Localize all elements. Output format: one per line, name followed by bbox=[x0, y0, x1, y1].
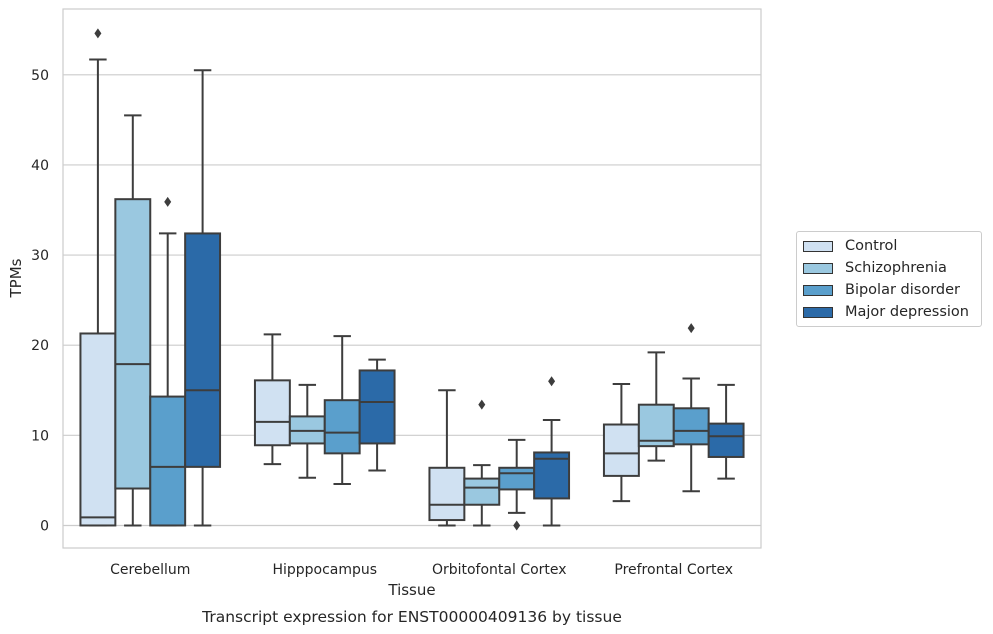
box-bipolar-disorder-orbitofontal-cortex bbox=[498, 438, 536, 531]
box-bipolar-disorder-hipppocampus bbox=[323, 335, 361, 486]
box-control-orbitofontal-cortex bbox=[428, 389, 466, 527]
outlier-control-cerebellum-0 bbox=[94, 28, 102, 39]
x-tick-label-prefrontal-cortex: Prefrontal Cortex bbox=[614, 562, 733, 578]
box-bipolar-disorder-cerebellum bbox=[149, 196, 187, 527]
legend-swatch-major-depression bbox=[803, 306, 833, 318]
box-schizophrenia-hipppocampus bbox=[288, 383, 326, 479]
box-body-schizophrenia-prefrontal-cortex bbox=[637, 403, 675, 448]
box-control-prefrontal-cortex bbox=[602, 382, 640, 503]
y-tick-label-50: 50 bbox=[31, 68, 49, 84]
box-major-depression-hipppocampus bbox=[358, 358, 396, 472]
legend-label-control: Control bbox=[845, 238, 898, 254]
outlier-schizophrenia-orbitofontal-cortex-0 bbox=[478, 399, 486, 410]
x-tick-label-cerebellum: Cerebellum bbox=[110, 562, 190, 578]
box-control-cerebellum bbox=[79, 28, 117, 527]
box-schizophrenia-orbitofontal-cortex bbox=[463, 399, 501, 527]
x-axis-label: Tissue bbox=[387, 581, 435, 599]
box-major-depression-cerebellum bbox=[184, 69, 222, 527]
box-body-bipolar-disorder-hipppocampus bbox=[323, 399, 361, 455]
box-body-control-orbitofontal-cortex bbox=[428, 466, 466, 522]
x-tick-labels: Cerebellum Hipppocampus Orbitofontal Corte… bbox=[110, 562, 733, 578]
box-body-control-prefrontal-cortex bbox=[602, 423, 640, 477]
legend-label-major-depression: Major depression bbox=[845, 304, 969, 320]
outlier-major-depression-orbitofontal-cortex-0 bbox=[548, 376, 556, 387]
y-tick-label-40: 40 bbox=[31, 158, 49, 174]
box-major-depression-orbitofontal-cortex bbox=[533, 376, 571, 527]
box-group bbox=[79, 28, 745, 531]
legend-item-major-depression: Major depression bbox=[803, 302, 969, 322]
legend-swatch-bipolar-disorder bbox=[803, 284, 833, 296]
box-body-bipolar-disorder-cerebellum bbox=[149, 395, 187, 527]
x-tick-label-hipppocampus: Hipppocampus bbox=[272, 562, 377, 578]
legend-item-schizophrenia: Schizophrenia bbox=[803, 258, 947, 278]
chart-title: Transcript expression for ENST0000040913… bbox=[201, 608, 622, 626]
outlier-bipolar-disorder-prefrontal-cortex-0 bbox=[687, 323, 695, 334]
box-body-major-depression-prefrontal-cortex bbox=[707, 422, 745, 458]
y-tick-label-10: 10 bbox=[31, 428, 49, 444]
legend-label-schizophrenia: Schizophrenia bbox=[845, 260, 947, 276]
legend-item-control: Control bbox=[803, 236, 897, 256]
box-body-major-depression-hipppocampus bbox=[358, 369, 396, 445]
y-tick-label-20: 20 bbox=[31, 338, 49, 354]
y-axis-label: TPMs bbox=[7, 258, 25, 298]
x-tick-label-orbitofontal-cortex: Orbitofontal Cortex bbox=[432, 562, 567, 578]
legend: Control Schizophrenia Bipolar disorder M… bbox=[796, 231, 982, 327]
outlier-bipolar-disorder-cerebellum-0 bbox=[164, 196, 172, 207]
legend-swatch-schizophrenia bbox=[803, 262, 833, 274]
box-schizophrenia-prefrontal-cortex bbox=[637, 351, 675, 462]
legend-item-bipolar-disorder: Bipolar disorder bbox=[803, 280, 960, 300]
box-body-schizophrenia-orbitofontal-cortex bbox=[463, 477, 501, 506]
plot-frame bbox=[62, 8, 762, 549]
box-body-control-hipppocampus bbox=[253, 379, 291, 447]
box-body-bipolar-disorder-prefrontal-cortex bbox=[672, 407, 710, 446]
box-bipolar-disorder-prefrontal-cortex bbox=[672, 323, 710, 493]
box-control-hipppocampus bbox=[253, 333, 291, 466]
box-major-depression-prefrontal-cortex bbox=[707, 383, 745, 480]
y-tick-labels: 0 10 20 30 40 50 bbox=[31, 68, 49, 535]
legend-swatch-control bbox=[803, 240, 833, 252]
box-body-bipolar-disorder-orbitofontal-cortex bbox=[498, 466, 536, 491]
outlier-bipolar-disorder-orbitofontal-cortex-0 bbox=[513, 520, 521, 531]
y-tick-label-30: 30 bbox=[31, 248, 49, 264]
box-body-major-depression-orbitofontal-cortex bbox=[533, 451, 571, 500]
box-body-schizophrenia-cerebellum bbox=[114, 198, 152, 490]
y-tick-label-0: 0 bbox=[40, 518, 49, 534]
box-schizophrenia-cerebellum bbox=[114, 114, 152, 527]
box-body-control-cerebellum bbox=[79, 332, 117, 527]
box-body-major-depression-cerebellum bbox=[184, 232, 222, 468]
legend-label-bipolar-disorder: Bipolar disorder bbox=[845, 282, 960, 298]
